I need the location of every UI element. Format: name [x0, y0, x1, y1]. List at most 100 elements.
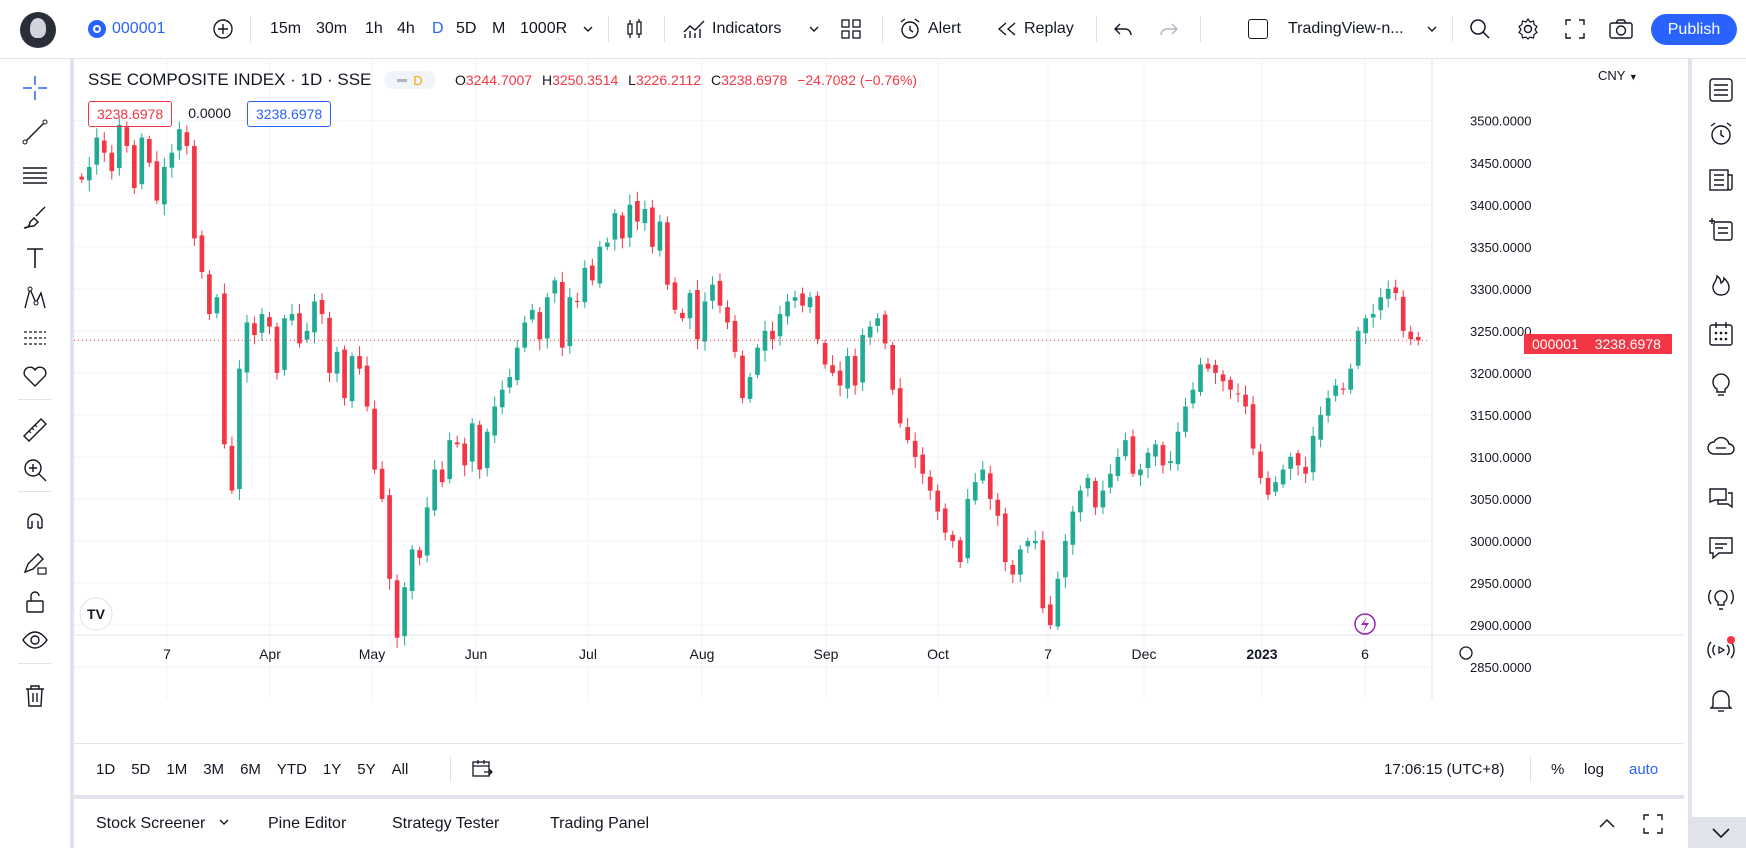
price-chart[interactable]: 2850.0000 2900.0000 2950.0000 3000.0000 3050… [74, 59, 1684, 743]
chats-button[interactable] [1704, 431, 1738, 465]
measure-tool[interactable] [18, 413, 52, 447]
range-1y[interactable]: 1Y [322, 761, 342, 778]
interval-dropdown[interactable] [582, 14, 594, 44]
lock-drawing-tool[interactable] [18, 547, 52, 581]
legend-symbol-title[interactable]: SSE COMPOSITE INDEX · 1D · SSE [88, 70, 372, 89]
interval-30m[interactable]: 30m [316, 20, 348, 37]
candle-body [1115, 456, 1121, 477]
forecast-tool[interactable] [18, 321, 52, 355]
layout-name-button[interactable]: TradingView-n... [1248, 14, 1404, 44]
search-icon [1470, 19, 1490, 39]
candle-body [529, 309, 535, 320]
fullscreen-button[interactable] [1564, 14, 1586, 44]
brush-tool[interactable] [18, 201, 52, 235]
tab-strategy-tester[interactable]: Strategy Tester [392, 815, 500, 832]
legend-interval-badge[interactable]: D [384, 71, 436, 89]
symbol-search-button[interactable]: 000001 [88, 14, 165, 44]
interval-d[interactable]: D [432, 20, 444, 37]
chart-type-button[interactable] [624, 14, 646, 44]
live-button[interactable] [1704, 633, 1738, 667]
settings-button[interactable] [1516, 14, 1540, 44]
interval-5d[interactable]: 5D [456, 20, 477, 37]
crosshair-tool[interactable] [18, 71, 52, 105]
watchlist-button[interactable] [1704, 73, 1738, 107]
candle-body [1400, 296, 1406, 331]
candle-body [725, 307, 730, 323]
layouts-button[interactable] [840, 14, 862, 44]
minds-button[interactable] [1704, 531, 1738, 565]
alerts-button[interactable] [1704, 117, 1738, 151]
data-window-button[interactable] [1704, 213, 1738, 247]
brush-icon [23, 206, 46, 229]
hotlists-button[interactable] [1704, 267, 1738, 301]
lock-all-tool[interactable] [18, 585, 52, 619]
collapse-widgetbar-button[interactable] [1692, 817, 1746, 848]
hide-drawings-tool[interactable] [18, 623, 52, 657]
user-avatar[interactable] [20, 12, 56, 48]
tab-trading-panel[interactable]: Trading Panel [550, 815, 650, 832]
percent-toggle[interactable]: % [1551, 761, 1565, 778]
pattern-tool[interactable] [18, 281, 52, 315]
candle-body [837, 370, 843, 386]
interval-1000r[interactable]: 1000R [520, 20, 568, 37]
range-1d[interactable]: 1D [96, 761, 116, 778]
zoom-tool[interactable] [18, 453, 52, 487]
chart-pane[interactable]: 2850.0000 2900.0000 2950.0000 3000.0000 3050… [74, 59, 1684, 743]
magnet-tool[interactable] [18, 507, 52, 541]
range-all[interactable]: All [391, 761, 409, 778]
favorites-tool[interactable] [18, 359, 52, 393]
divider [608, 16, 609, 42]
tips-button[interactable] [1704, 581, 1738, 615]
clock-timezone[interactable]: 17:06:15 (UTC+8) [1384, 761, 1505, 778]
tab-stock-screener[interactable]: Stock Screener [96, 815, 230, 833]
candle-body [755, 347, 760, 375]
price-tick-label: 3100.0000 [1470, 450, 1531, 465]
interval-m[interactable]: M [492, 20, 506, 37]
compare-add-button[interactable] [212, 14, 234, 44]
news-button[interactable] [1704, 163, 1738, 197]
price-tick-label: 3000.0000 [1470, 534, 1531, 549]
indicators-button[interactable]: Indicators [682, 14, 781, 44]
interval-1h[interactable]: 1h [365, 20, 383, 37]
notifications-button[interactable] [1704, 683, 1738, 717]
streams-button[interactable] [1704, 481, 1738, 515]
calendar-button[interactable] [1704, 317, 1738, 351]
buy-price-button[interactable]: 3238.6978 [247, 101, 332, 127]
range-3m[interactable]: 3M [203, 761, 225, 778]
range-1m[interactable]: 1M [166, 761, 188, 778]
log-toggle[interactable]: log [1584, 761, 1605, 778]
tab-pine-editor[interactable]: Pine Editor [268, 815, 347, 832]
fib-tool[interactable] [18, 159, 52, 193]
layout-dropdown[interactable] [1426, 14, 1438, 44]
range-ytd[interactable]: YTD [276, 761, 307, 778]
forecast-icon [24, 331, 46, 345]
redo-button[interactable] [1158, 14, 1180, 44]
search-button[interactable] [1468, 14, 1492, 44]
goto-date-button[interactable] [470, 757, 494, 786]
expand-panel-button[interactable] [1596, 813, 1618, 840]
remove-drawings-tool[interactable] [18, 679, 52, 713]
candle-body [935, 490, 941, 512]
candle-body [687, 293, 693, 319]
replay-button[interactable]: Replay [996, 14, 1074, 44]
range-5y[interactable]: 5Y [357, 761, 376, 778]
sell-price-button[interactable]: 3238.6978 [88, 101, 173, 127]
range-5d[interactable]: 5D [131, 761, 151, 778]
publish-button[interactable]: Publish [1651, 14, 1737, 45]
candle-body [244, 322, 250, 373]
text-tool[interactable] [18, 241, 52, 275]
indicators-dropdown[interactable] [808, 14, 820, 44]
candle-body [710, 284, 715, 301]
ideas-button[interactable] [1704, 367, 1738, 401]
auto-toggle[interactable]: auto [1629, 761, 1659, 778]
layout-checkbox-icon[interactable] [1248, 19, 1268, 39]
interval-15m[interactable]: 15m [270, 20, 302, 37]
maximize-panel-button[interactable] [1642, 813, 1664, 840]
trend-line-tool[interactable] [18, 115, 52, 149]
alert-button[interactable]: Alert [898, 14, 961, 44]
snapshot-button[interactable] [1608, 14, 1634, 44]
interval-4h[interactable]: 4h [397, 20, 415, 37]
range-6m[interactable]: 6M [240, 761, 261, 778]
currency-selector[interactable]: CNY ▼ [1598, 68, 1638, 83]
undo-button[interactable] [1112, 14, 1134, 44]
